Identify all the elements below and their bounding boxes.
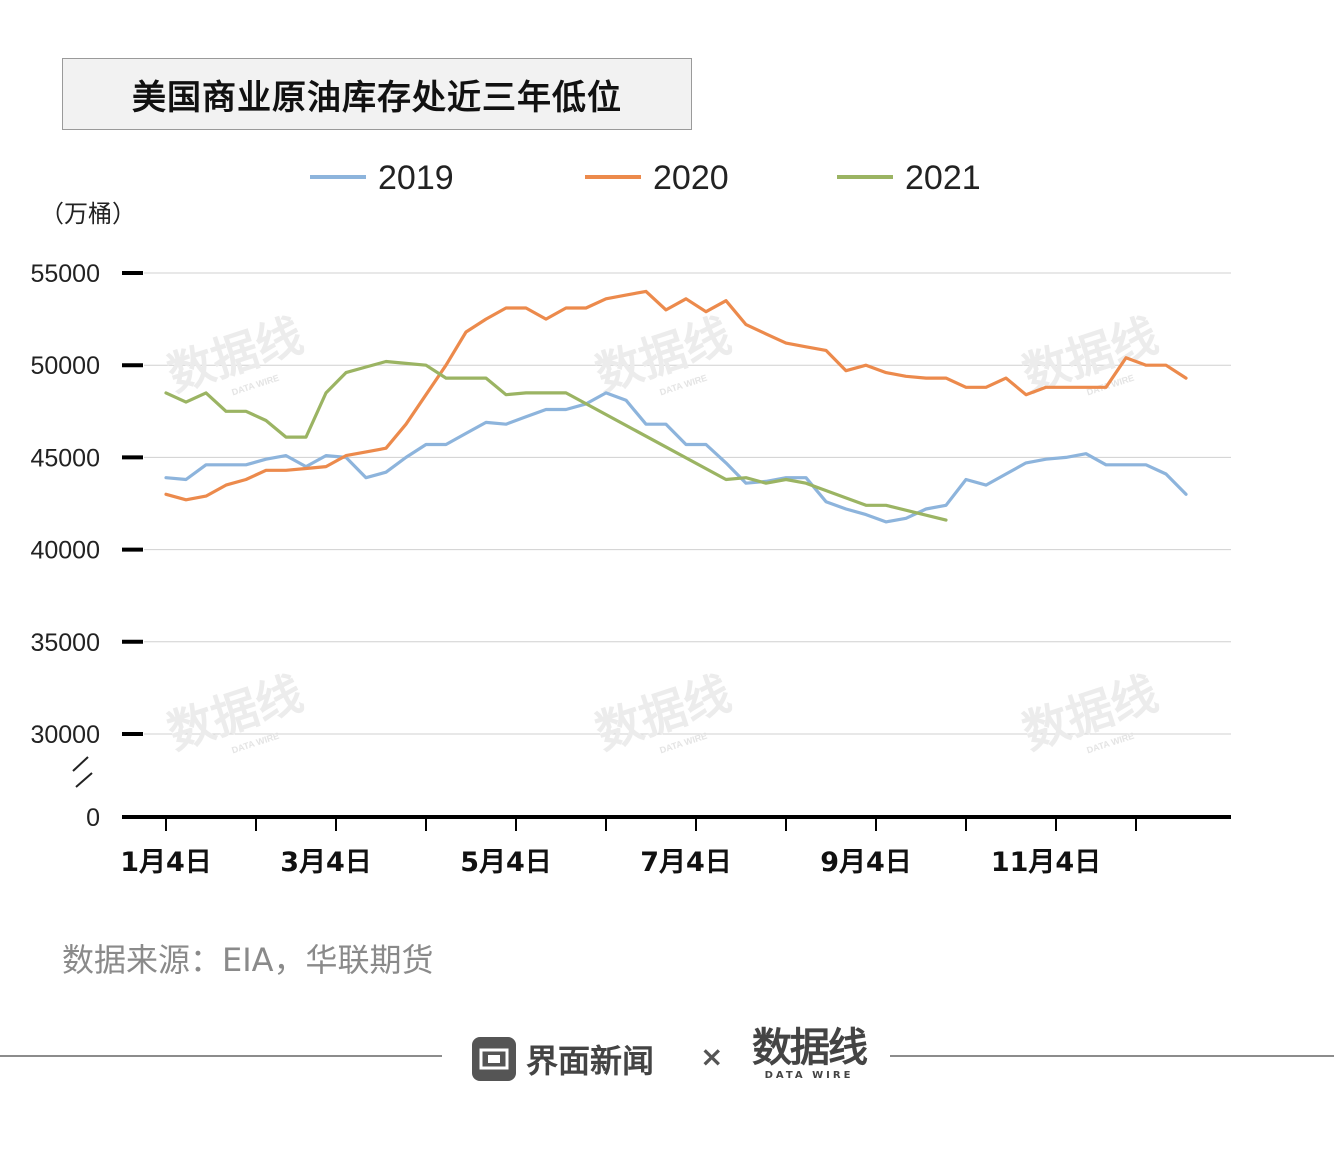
footer-divider-right [890, 1055, 1334, 1057]
series-line-2019 [164, 391, 1188, 524]
y-tick-label: 45000 [30, 444, 100, 472]
legend-label-2019: 2019 [378, 159, 454, 197]
y-tick-label: 0 [86, 804, 100, 832]
brand-name: 界面新闻 [526, 1042, 655, 1080]
y-tick-label: 40000 [30, 537, 100, 565]
legend-label-2021: 2021 [905, 159, 981, 197]
x-tick-label: 9月4日 [820, 847, 912, 878]
x-tick-label: 1月4日 [120, 847, 212, 878]
y-tick-label: 55000 [30, 260, 100, 288]
footer-divider-left [0, 1055, 442, 1057]
data-wire-logo: 数据线 DATA WIRE [752, 1025, 868, 1081]
series-line-2020 [164, 289, 1188, 502]
x-tick-label: 3月4日 [280, 847, 372, 878]
data-wire-logo-en: DATA WIRE [764, 1070, 854, 1081]
y-tick-label: 30000 [30, 721, 100, 749]
data-wire-logo-cn: 数据线 [752, 1025, 868, 1071]
x-tick-label: 11月4日 [991, 847, 1101, 878]
series-line-2021 [164, 359, 948, 522]
y-axis-unit: （万桶） [40, 200, 136, 228]
axis-break-mark [75, 772, 93, 788]
x-tick-label: 5月4日 [460, 847, 552, 878]
x-tick-label: 7月4日 [640, 847, 732, 878]
axis-break-mark [72, 756, 89, 772]
y-tick-label: 50000 [30, 352, 100, 380]
brand-jiemian: 界面新闻 [472, 1036, 654, 1082]
chart-title-box: 美国商业原油库存处近三年低位 [62, 58, 692, 130]
separator-x: × [700, 1040, 724, 1073]
jiemian-logo-icon [472, 1037, 516, 1081]
data-source: 数据来源：EIA，华联期货 [62, 941, 434, 979]
chart-title: 美国商业原油库存处近三年低位 [132, 77, 622, 118]
legend-label-2020: 2020 [653, 159, 729, 197]
y-tick-label: 35000 [30, 629, 100, 657]
